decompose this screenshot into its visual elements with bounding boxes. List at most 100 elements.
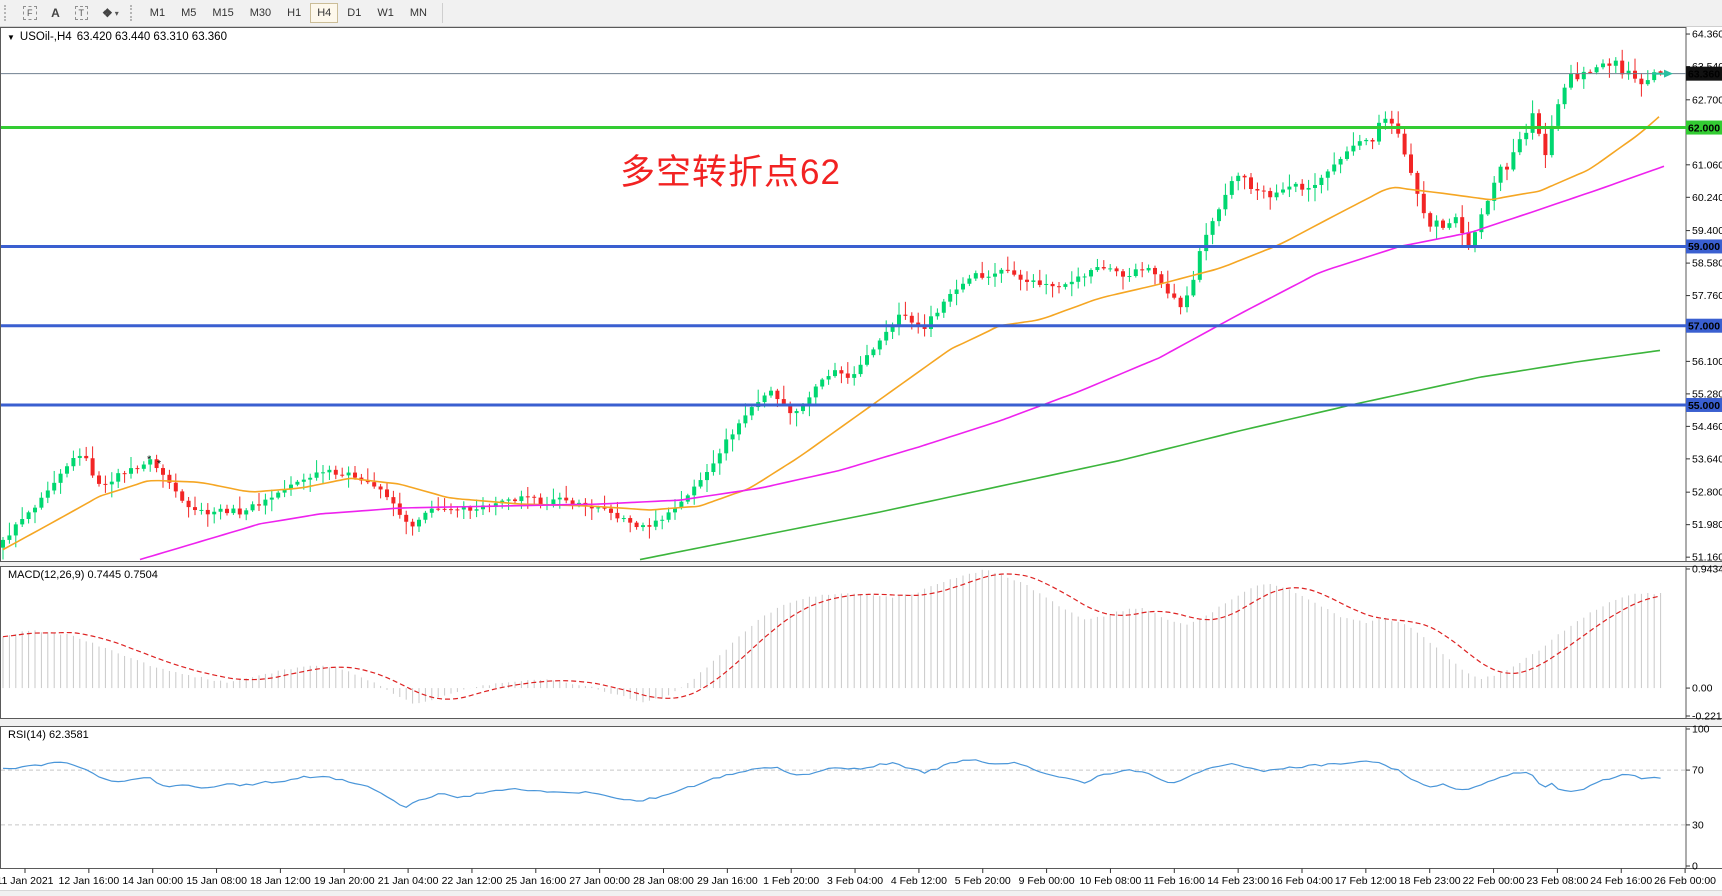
svg-text:29 Jan 16:00: 29 Jan 16:00 [697,875,758,887]
timeframe-button-w1[interactable]: W1 [370,3,401,23]
text-tool-button[interactable]: T [69,3,95,23]
arrow-annotation-tool-icon: A [51,6,60,20]
toolbar-grip[interactable] [129,5,136,21]
price-axis: 64.36063.54062.70061.06060.24059.40058.5… [1686,29,1722,564]
svg-text:24 Feb 16:00: 24 Feb 16:00 [1590,875,1652,887]
svg-text:58.580: 58.580 [1692,258,1722,270]
svg-text:70: 70 [1692,765,1704,777]
rsi-pane [0,726,1687,869]
sell-mark-icon: * [157,458,161,470]
svg-text:27 Jan 00:00: 27 Jan 00:00 [569,875,630,887]
svg-text:17 Feb 12:00: 17 Feb 12:00 [1335,875,1397,887]
rsi-axis: 100 70 30 0 [1686,724,1710,873]
svg-text:64.360: 64.360 [1692,29,1722,41]
symbol-dropdown-icon[interactable]: ▼ [7,32,15,42]
dropdown-caret-icon: ▾ [114,8,119,18]
toolbar-separator [441,3,444,23]
price-level-badge [1686,66,1722,81]
cursor-frame-tool-icon: F [23,6,37,20]
svg-text:55.000: 55.000 [1688,400,1720,412]
timeframe-button-m5[interactable]: M5 [174,3,203,23]
svg-text:0.00: 0.00 [1692,683,1713,695]
svg-text:9 Feb 00:00: 9 Feb 00:00 [1019,875,1075,887]
svg-text:18 Jan 12:00: 18 Jan 12:00 [250,875,311,887]
svg-text:60.240: 60.240 [1692,192,1722,204]
last-price-arrow-icon [1664,69,1673,78]
main-price-pane [0,27,1687,562]
svg-text:53.640: 53.640 [1692,453,1722,465]
svg-text:1 Feb 20:00: 1 Feb 20:00 [763,875,819,887]
timeframe-button-h4[interactable]: H4 [310,3,339,23]
svg-text:26 Feb 00:00: 26 Feb 00:00 [1654,875,1716,887]
timeframe-button-h1[interactable]: H1 [280,3,308,23]
timeframe-button-m1[interactable]: M1 [143,3,172,23]
svg-text:0: 0 [1692,861,1698,873]
svg-text:100: 100 [1692,724,1710,736]
rsi-line [2,759,1661,808]
svg-text:25 Jan 16:00: 25 Jan 16:00 [505,875,566,887]
fast-ma-orange-line [2,116,1660,551]
shapes-tool-icon: ❖ [102,6,113,20]
sell-mark-icon: * [147,453,151,465]
svg-text:5 Feb 20:00: 5 Feb 20:00 [955,875,1011,887]
moving-averages-layer [2,116,1665,561]
svg-text:22 Jan 12:00: 22 Jan 12:00 [442,875,503,887]
svg-text:30: 30 [1692,819,1704,831]
svg-text:11 Feb 16:00: 11 Feb 16:00 [1144,875,1205,887]
macd-histogram-layer [2,569,1662,704]
svg-text:23 Feb 08:00: 23 Feb 08:00 [1526,875,1588,887]
chart-text-annotation[interactable]: 多空转折点62 [620,153,841,192]
rsi-indicator-label: RSI(14) 62.3581 [8,729,89,741]
svg-text:22 Feb 00:00: 22 Feb 00:00 [1463,875,1525,887]
slow-ma-green-line [639,349,1661,561]
svg-text:63.360: 63.360 [1688,68,1720,80]
svg-text:16 Feb 04:00: 16 Feb 04:00 [1271,875,1333,887]
svg-text:62.000: 62.000 [1688,122,1720,134]
svg-text:51.980: 51.980 [1692,519,1722,531]
horizontal-levels-layer[interactable] [1,73,1686,407]
svg-text:3 Feb 04:00: 3 Feb 04:00 [827,875,883,887]
svg-text:61.060: 61.060 [1692,159,1722,171]
svg-text:62.700: 62.700 [1692,94,1722,106]
svg-text:51.160: 51.160 [1692,552,1722,564]
timeframe-button-m30[interactable]: M30 [243,3,278,23]
svg-text:57.000: 57.000 [1688,321,1720,333]
macd-axis: 0.9434 0.00 -0.2213 [1686,564,1722,723]
svg-text:52.800: 52.800 [1692,487,1722,499]
cursor-frame-tool-button[interactable]: F [17,3,43,23]
svg-text:54.460: 54.460 [1692,421,1722,433]
macd-pane [0,566,1687,719]
svg-text:57.760: 57.760 [1692,290,1722,302]
chart-marks-layer: * * [147,69,1673,470]
timeframe-button-d1[interactable]: D1 [340,3,368,23]
text-tool-icon: T [74,6,88,20]
arrow-annotation-tool-button[interactable]: A [45,3,67,23]
svg-text:-0.2213: -0.2213 [1692,711,1722,723]
svg-text:59.000: 59.000 [1688,241,1720,253]
symbol-name: USOil-,H4 [19,31,72,43]
svg-text:28 Jan 08:00: 28 Jan 08:00 [633,875,694,887]
price-level-badge [1686,120,1722,135]
svg-text:10 Feb 08:00: 10 Feb 08:00 [1080,875,1142,887]
timeframe-button-m15[interactable]: M15 [205,3,240,23]
macd-signal-line [2,573,1661,700]
svg-text:15 Jan 08:00: 15 Jan 08:00 [186,875,247,887]
rsi-layer [1,759,1685,826]
svg-text:4 Feb 12:00: 4 Feb 12:00 [891,875,947,887]
macd-indicator-label: MACD(12,26,9) 0.7445 0.7504 [8,569,158,581]
toolbar-grip[interactable] [4,5,10,21]
svg-text:21 Jan 04:00: 21 Jan 04:00 [378,875,439,887]
symbol-ohlc-bar: ▼ USOil-,H4 63.420 63.440 63.310 63.360 [7,31,227,43]
svg-text:11 Jan 2021: 11 Jan 2021 [0,875,54,887]
svg-text:18 Feb 23:00: 18 Feb 23:00 [1399,875,1461,887]
timeframe-button-mn[interactable]: MN [403,3,434,23]
svg-text:59.400: 59.400 [1692,225,1722,237]
svg-text:0.9434: 0.9434 [1692,564,1722,576]
svg-text:55.280: 55.280 [1692,388,1722,400]
svg-text:14 Feb 23:00: 14 Feb 23:00 [1207,875,1269,887]
svg-text:14 Jan 00:00: 14 Jan 00:00 [122,875,183,887]
shapes-tool-button[interactable]: ❖ ▾ [96,3,125,23]
